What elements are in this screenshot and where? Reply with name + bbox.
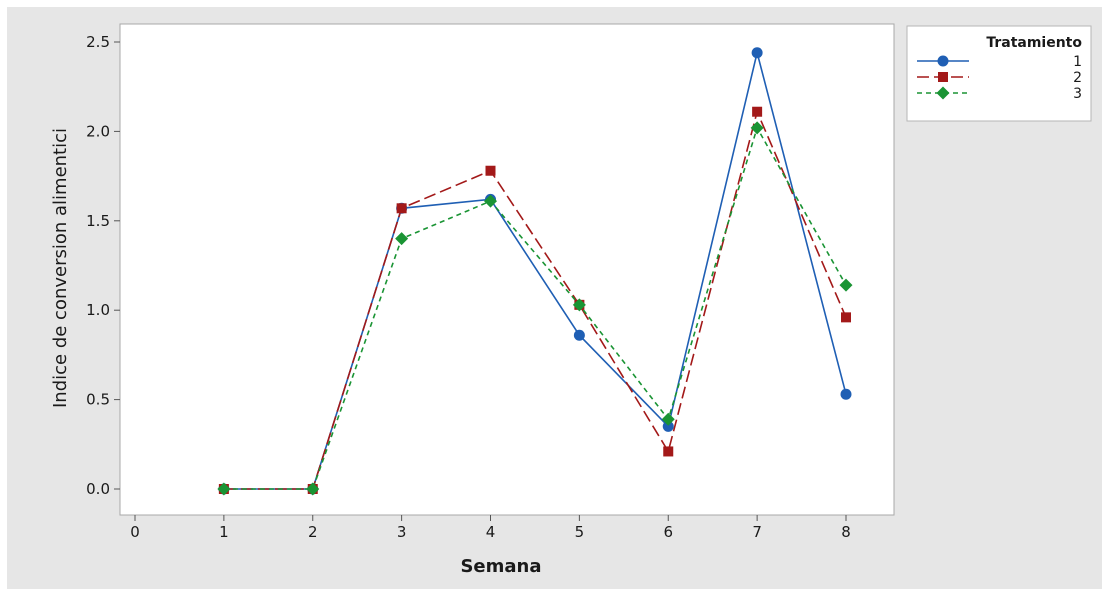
y-axis: 0.0 0.5 1.0 1.5 2.0 2.5 xyxy=(86,33,120,498)
series-3-markers xyxy=(217,121,853,496)
y-tick-label: 0.5 xyxy=(86,391,110,409)
series-layer xyxy=(217,47,853,496)
data-point xyxy=(752,106,763,117)
data-point xyxy=(751,47,763,59)
y-tick-label: 2.0 xyxy=(86,122,110,140)
data-point xyxy=(841,312,851,323)
legend-title: Tratamiento xyxy=(986,35,1082,51)
data-point xyxy=(840,388,852,400)
x-tick-label: 4 xyxy=(486,523,496,541)
legend-label: 2 xyxy=(1073,70,1082,86)
x-tick-label: 3 xyxy=(397,523,407,541)
x-axis: 0 1 2 3 4 5 6 7 8 xyxy=(130,515,851,541)
plot-frame xyxy=(119,23,895,516)
data-point xyxy=(663,446,674,457)
series-2 xyxy=(223,109,847,490)
y-tick-label: 1.0 xyxy=(86,301,110,319)
legend: Tratamiento 123 xyxy=(906,25,1092,122)
y-axis-title: Indice de conversion alimentici xyxy=(50,128,71,408)
x-tick-label: 6 xyxy=(663,523,673,541)
data-point xyxy=(839,278,853,292)
y-tick-label: 2.5 xyxy=(86,33,110,51)
data-point xyxy=(485,165,496,176)
x-tick-label: 8 xyxy=(841,523,851,541)
legend-label: 1 xyxy=(1073,54,1082,70)
x-tick-label: 7 xyxy=(752,523,762,541)
legend-label: 3 xyxy=(1073,86,1082,102)
x-tick-label: 1 xyxy=(219,523,229,541)
data-point xyxy=(573,329,585,341)
legend-marker xyxy=(937,55,949,67)
x-tick-label: 0 xyxy=(130,523,140,541)
legend-entry-2: 2 xyxy=(917,70,1082,86)
data-point xyxy=(750,121,764,135)
legend-marker xyxy=(936,86,950,100)
y-tick-label: 0.0 xyxy=(86,480,110,498)
legend-marker xyxy=(938,72,948,82)
data-point xyxy=(572,298,586,312)
y-tick-label: 1.5 xyxy=(86,212,110,230)
series-2-line xyxy=(223,109,847,490)
data-point xyxy=(484,194,497,208)
data-point xyxy=(662,420,674,432)
x-axis-title: Semana xyxy=(460,556,541,577)
data-point xyxy=(217,482,231,496)
data-point xyxy=(396,203,407,214)
legend-box xyxy=(906,25,1092,122)
legend-entry-3: 3 xyxy=(917,86,1082,102)
x-tick-label: 2 xyxy=(308,523,318,541)
data-point xyxy=(395,232,409,246)
data-point xyxy=(306,482,320,496)
data-point xyxy=(661,412,675,426)
plot-area xyxy=(120,24,894,515)
legend-entry-1: 1 xyxy=(917,54,1082,70)
x-tick-label: 5 xyxy=(575,523,585,541)
